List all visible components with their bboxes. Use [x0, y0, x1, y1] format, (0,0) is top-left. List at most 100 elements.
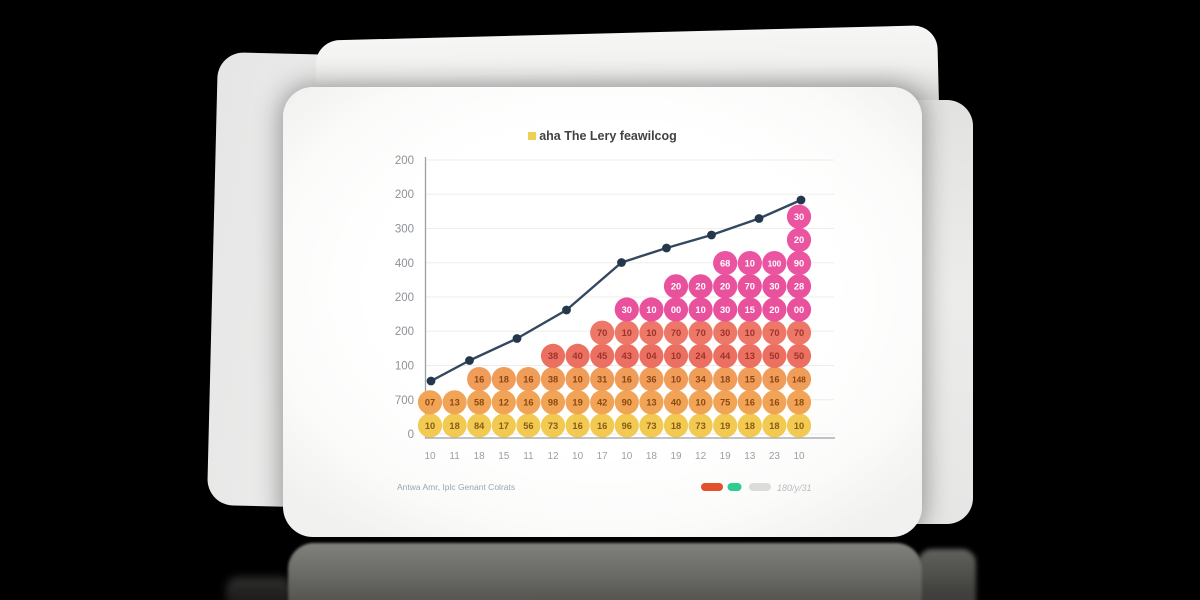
- svg-text:16: 16: [597, 421, 607, 431]
- svg-text:10: 10: [745, 328, 755, 338]
- svg-text:0: 0: [408, 429, 414, 441]
- svg-text:13: 13: [745, 351, 755, 361]
- svg-text:31: 31: [597, 374, 607, 384]
- svg-text:10: 10: [794, 421, 804, 431]
- svg-text:16: 16: [523, 374, 533, 384]
- svg-text:23: 23: [769, 451, 781, 462]
- svg-text:96: 96: [622, 421, 632, 431]
- svg-text:75: 75: [720, 398, 730, 408]
- svg-text:10: 10: [646, 305, 656, 315]
- svg-text:70: 70: [794, 328, 804, 338]
- svg-text:16: 16: [474, 374, 484, 384]
- svg-text:45: 45: [597, 351, 607, 361]
- svg-text:43: 43: [622, 351, 632, 361]
- svg-text:38: 38: [548, 374, 558, 384]
- svg-text:10: 10: [424, 451, 436, 462]
- svg-text:10: 10: [695, 305, 705, 315]
- svg-text:16: 16: [572, 421, 582, 431]
- svg-text:00: 00: [671, 305, 681, 315]
- svg-text:84: 84: [474, 421, 485, 431]
- svg-text:68: 68: [720, 258, 730, 268]
- svg-text:200: 200: [395, 326, 414, 338]
- svg-text:50: 50: [769, 351, 779, 361]
- svg-text:19: 19: [720, 421, 730, 431]
- svg-text:15: 15: [745, 374, 755, 384]
- svg-text:10: 10: [695, 398, 705, 408]
- svg-text:18: 18: [449, 421, 459, 431]
- svg-text:10: 10: [572, 451, 584, 462]
- svg-text:10: 10: [621, 451, 633, 462]
- svg-text:16: 16: [769, 374, 779, 384]
- svg-text:16: 16: [622, 374, 632, 384]
- svg-text:70: 70: [597, 328, 607, 338]
- svg-text:07: 07: [425, 398, 435, 408]
- svg-text:17: 17: [499, 421, 509, 431]
- svg-text:200: 200: [395, 155, 414, 167]
- svg-text:10: 10: [572, 374, 582, 384]
- svg-text:44: 44: [720, 351, 731, 361]
- svg-text:10: 10: [671, 374, 681, 384]
- svg-text:15: 15: [498, 451, 510, 462]
- svg-text:73: 73: [646, 421, 656, 431]
- svg-text:148: 148: [792, 375, 806, 384]
- svg-text:700: 700: [395, 395, 414, 407]
- svg-text:17: 17: [597, 451, 609, 462]
- svg-text:aha The Lery feawilcog: aha The Lery feawilcog: [539, 129, 677, 143]
- svg-text:30: 30: [769, 282, 779, 292]
- svg-text:20: 20: [794, 235, 804, 245]
- svg-text:36: 36: [646, 374, 656, 384]
- svg-text:10: 10: [793, 451, 805, 462]
- svg-text:100: 100: [395, 361, 414, 373]
- svg-text:40: 40: [671, 398, 681, 408]
- svg-text:38: 38: [548, 351, 558, 361]
- svg-text:18: 18: [646, 451, 658, 462]
- svg-text:30: 30: [622, 305, 632, 315]
- svg-text:13: 13: [646, 398, 656, 408]
- svg-text:20: 20: [695, 282, 705, 292]
- svg-text:20: 20: [720, 282, 730, 292]
- svg-text:20: 20: [769, 305, 779, 315]
- svg-text:10: 10: [745, 258, 755, 268]
- svg-text:50: 50: [794, 351, 804, 361]
- svg-text:19: 19: [720, 451, 732, 462]
- svg-text:70: 70: [671, 328, 681, 338]
- svg-text:15: 15: [745, 305, 755, 315]
- svg-text:28: 28: [794, 282, 804, 292]
- svg-text:98: 98: [548, 398, 558, 408]
- svg-text:Antwa Amr, Iplc Genant Colrats: Antwa Amr, Iplc Genant Colrats: [397, 482, 515, 492]
- svg-text:18: 18: [794, 398, 804, 408]
- svg-text:73: 73: [548, 421, 558, 431]
- svg-text:13: 13: [449, 398, 459, 408]
- svg-text:300: 300: [395, 224, 414, 236]
- svg-text:30: 30: [720, 328, 730, 338]
- svg-text:10: 10: [622, 328, 632, 338]
- svg-text:16: 16: [745, 398, 755, 408]
- svg-text:70: 70: [769, 328, 779, 338]
- svg-text:18: 18: [745, 421, 755, 431]
- svg-text:19: 19: [572, 398, 582, 408]
- svg-text:04: 04: [646, 351, 657, 361]
- svg-text:90: 90: [794, 258, 804, 268]
- svg-text:400: 400: [395, 258, 414, 270]
- svg-text:200: 200: [395, 292, 414, 304]
- svg-text:18: 18: [671, 421, 681, 431]
- svg-text:18: 18: [474, 451, 486, 462]
- svg-text:30: 30: [720, 305, 730, 315]
- svg-text:10: 10: [425, 421, 435, 431]
- svg-text:18: 18: [499, 374, 509, 384]
- svg-text:40: 40: [572, 351, 582, 361]
- svg-text:10: 10: [671, 351, 681, 361]
- svg-text:18: 18: [720, 374, 730, 384]
- svg-text:90: 90: [622, 398, 632, 408]
- svg-text:16: 16: [769, 398, 779, 408]
- svg-text:180/y/31: 180/y/31: [777, 483, 812, 493]
- svg-text:56: 56: [523, 421, 533, 431]
- svg-text:34: 34: [695, 374, 706, 384]
- svg-text:16: 16: [523, 398, 533, 408]
- svg-text:200: 200: [395, 189, 414, 201]
- svg-text:30: 30: [794, 212, 804, 222]
- svg-text:10: 10: [646, 328, 656, 338]
- svg-text:18: 18: [769, 421, 779, 431]
- svg-text:12: 12: [695, 451, 707, 462]
- svg-text:11: 11: [523, 451, 534, 462]
